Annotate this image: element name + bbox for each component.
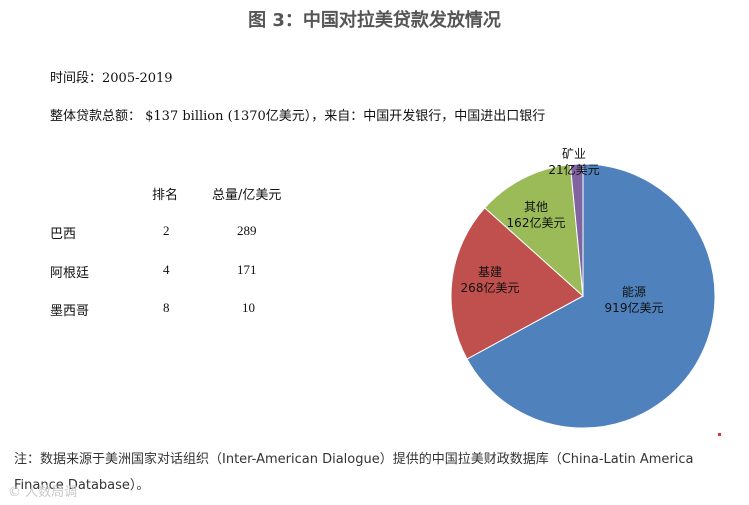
total-loan-text: 整体贷款总额： $137 billion (1370亿美元），来自：中国开发银行… [50, 109, 546, 124]
slice-value-label: 21亿美元 [548, 162, 599, 177]
header-amount: 总量/亿美元 [212, 188, 282, 203]
chart-title: 图 3：中国对拉美贷款发放情况 [248, 10, 501, 31]
slice-value-label: 162亿美元 [507, 215, 566, 230]
pie-slice-0 [466, 163, 716, 429]
slice-name-label: 能源 [622, 285, 646, 299]
country-cell: 巴西 [50, 227, 77, 242]
amount-cell: 10 [242, 300, 255, 315]
pie-slice-2 [484, 164, 584, 298]
country-cell: 阿根廷 [50, 266, 90, 281]
slice-name-label: 基建 [478, 265, 502, 279]
header-rank: 排名 [152, 188, 179, 203]
period-text: 时间段：2005-2019 [50, 71, 173, 86]
rank-cell: 8 [163, 300, 170, 315]
source-note: 注：数据来源于美洲国家对话组织（Inter-American Dialogue）… [14, 452, 694, 493]
pie-slice-3 [569, 163, 584, 297]
pie-slice-1 [450, 207, 584, 360]
rank-cell: 2 [163, 223, 170, 238]
amount-cell: 171 [237, 262, 257, 277]
amount-cell: 289 [237, 223, 257, 238]
slice-value-label: 268亿美元 [461, 280, 520, 295]
watermark: © 人数局调 [8, 485, 78, 500]
rank-cell: 4 [163, 262, 170, 277]
slice-value-label: 919亿美元 [605, 300, 664, 315]
country-cell: 墨西哥 [50, 304, 90, 319]
decorative-mark [718, 433, 721, 436]
slice-name-label: 矿业 [562, 147, 586, 161]
slice-name-label: 其他 [524, 200, 548, 214]
